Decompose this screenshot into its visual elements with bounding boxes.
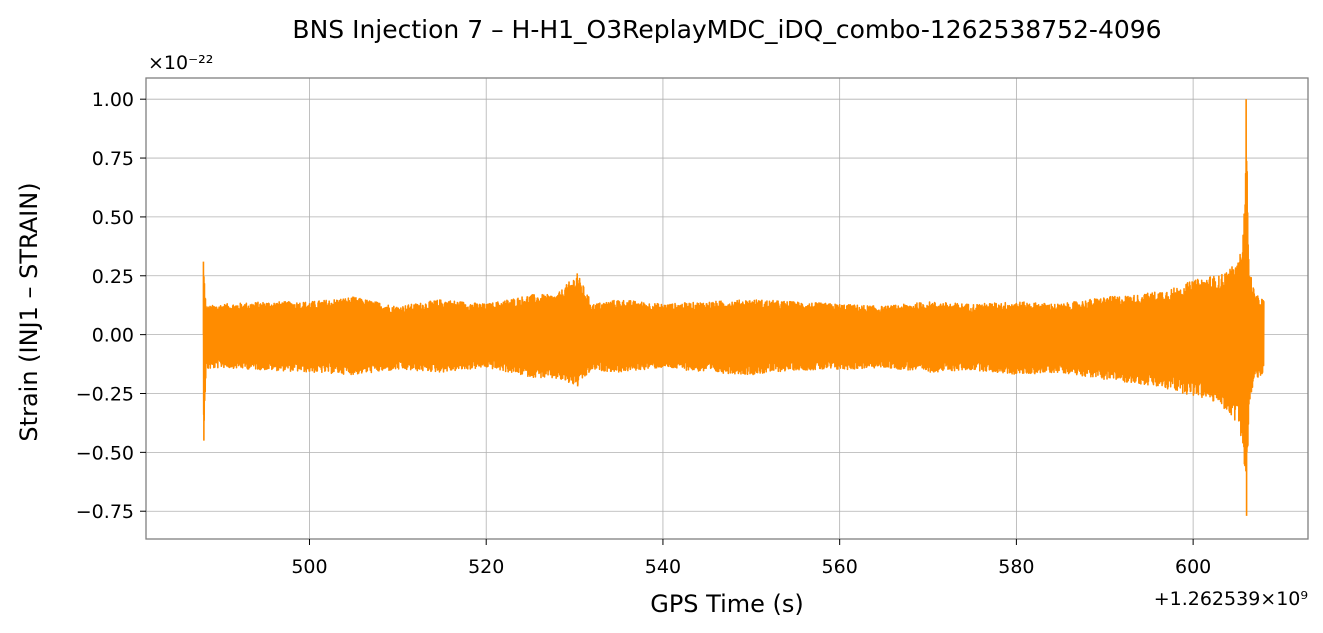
- y-tick-label: −0.50: [76, 442, 134, 464]
- x-tick-label: 540: [645, 556, 681, 578]
- y-tick-label: 0.50: [92, 207, 134, 229]
- x-tick-label: 560: [822, 556, 858, 578]
- y-tick-label: 0.25: [92, 266, 134, 288]
- y-tick-label: −0.75: [76, 501, 134, 523]
- x-axis-ticks: 500 520 540 560 580 600: [291, 539, 1211, 578]
- x-tick-label: 580: [998, 556, 1034, 578]
- chart-title: BNS Injection 7 – H-H1_O3ReplayMDC_iDQ_c…: [292, 15, 1161, 44]
- x-tick-label: 520: [468, 556, 504, 578]
- y-tick-label: 1.00: [92, 89, 134, 111]
- plot-frame: [145, 77, 1309, 540]
- y-tick-label: 0.75: [92, 148, 134, 170]
- series-group: [202, 99, 1265, 516]
- strain-series-line: [202, 99, 1265, 516]
- y-axis-ticks: −0.75 −0.50 −0.25 0.00 0.25 0.50 0.75 1.00: [76, 89, 146, 523]
- y-axis-label: Strain (INJ1 – STRAIN): [15, 182, 43, 441]
- x-tick-label: 600: [1175, 556, 1211, 578]
- y-tick-label: −0.25: [76, 383, 134, 405]
- x-offset-label: +1.262539×10⁹: [1154, 588, 1308, 610]
- y-tick-label: 0.00: [92, 325, 134, 347]
- x-axis-label: GPS Time (s): [650, 590, 804, 618]
- y-multiplier-label: ×10⁻²²: [148, 52, 213, 74]
- x-tick-label: 500: [291, 556, 327, 578]
